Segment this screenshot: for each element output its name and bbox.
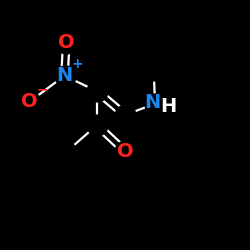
Text: N: N <box>56 66 72 85</box>
Text: +: + <box>72 57 83 71</box>
Text: O: O <box>58 34 74 52</box>
Text: N: N <box>144 93 160 112</box>
Text: O: O <box>117 142 133 161</box>
Text: H: H <box>160 97 177 116</box>
Text: O: O <box>21 92 38 111</box>
Text: −: − <box>36 83 48 97</box>
